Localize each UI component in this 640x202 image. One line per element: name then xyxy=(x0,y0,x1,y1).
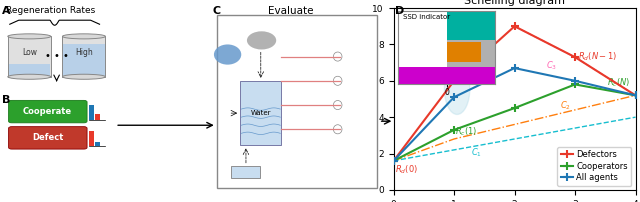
Bar xyxy=(89,105,94,120)
Title: Schelling diagram: Schelling diagram xyxy=(464,0,565,6)
Bar xyxy=(8,36,51,77)
Ellipse shape xyxy=(214,44,241,65)
Defectors xyxy=(632,94,639,97)
Cooperators xyxy=(451,129,458,131)
Ellipse shape xyxy=(333,101,342,109)
FancyBboxPatch shape xyxy=(8,100,87,123)
Text: A: A xyxy=(2,6,11,16)
Text: $R_c(1)$: $R_c(1)$ xyxy=(455,125,477,138)
All agents xyxy=(451,96,458,98)
Text: $C_1$: $C_1$ xyxy=(471,146,482,159)
All agents xyxy=(571,80,579,82)
Cooperators xyxy=(390,160,397,162)
Text: High: High xyxy=(75,48,93,57)
Text: $R_d(0)$: $R_d(0)$ xyxy=(395,164,418,176)
Ellipse shape xyxy=(247,31,276,49)
Bar xyxy=(231,166,260,178)
Text: C: C xyxy=(212,6,221,16)
Ellipse shape xyxy=(333,76,342,85)
Text: $C_2$: $C_2$ xyxy=(560,99,571,112)
FancyBboxPatch shape xyxy=(8,127,87,149)
Text: $R_c(N)$: $R_c(N)$ xyxy=(607,77,630,89)
Ellipse shape xyxy=(8,34,51,39)
Text: Cooperate: Cooperate xyxy=(23,107,72,116)
Cooperators xyxy=(632,94,639,97)
Defectors xyxy=(511,25,518,27)
Text: B: B xyxy=(2,95,10,105)
Text: $C_3$: $C_3$ xyxy=(546,60,557,72)
Ellipse shape xyxy=(8,74,51,79)
Line: Cooperators: Cooperators xyxy=(389,80,640,165)
Y-axis label: Individual Payoff: Individual Payoff xyxy=(357,59,367,139)
Text: Evaluate: Evaluate xyxy=(268,6,314,16)
Ellipse shape xyxy=(333,52,342,61)
Legend: Defectors, Cooperators, All agents: Defectors, Cooperators, All agents xyxy=(557,147,631,186)
Cooperators xyxy=(511,107,518,109)
Text: D: D xyxy=(395,6,404,16)
Text: Low: Low xyxy=(22,48,36,57)
Text: $R_d(N-1)$: $R_d(N-1)$ xyxy=(578,50,618,62)
Bar xyxy=(8,64,50,76)
Ellipse shape xyxy=(444,63,470,114)
Bar xyxy=(95,142,100,146)
Ellipse shape xyxy=(63,74,106,79)
Bar xyxy=(63,44,104,76)
Bar xyxy=(95,114,100,120)
FancyBboxPatch shape xyxy=(217,15,377,188)
Text: Water: Water xyxy=(250,110,271,116)
Line: Defectors: Defectors xyxy=(389,22,640,165)
Defectors xyxy=(571,56,579,58)
Ellipse shape xyxy=(63,34,106,39)
Defectors xyxy=(390,160,397,162)
FancyBboxPatch shape xyxy=(240,81,281,145)
Text: Regeneration Rates: Regeneration Rates xyxy=(6,6,95,15)
Text: Defect: Defect xyxy=(32,133,63,142)
Bar xyxy=(63,36,106,77)
Bar xyxy=(89,131,94,146)
Ellipse shape xyxy=(333,125,342,134)
All agents xyxy=(632,94,639,97)
All agents xyxy=(390,160,397,162)
All agents xyxy=(511,67,518,69)
Cooperators xyxy=(571,83,579,86)
Line: All agents: All agents xyxy=(389,64,640,165)
Defectors xyxy=(451,80,458,82)
Text: • • •: • • • xyxy=(45,50,68,61)
